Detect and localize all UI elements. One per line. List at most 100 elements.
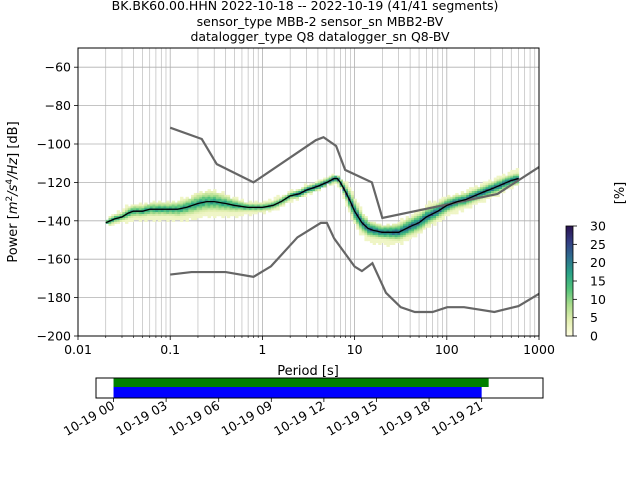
psd-density-cell	[166, 219, 170, 222]
psd-density-cell	[147, 210, 151, 213]
psd-density-cell	[226, 198, 231, 201]
psd-density-cell	[177, 200, 181, 203]
psd-density-cell	[336, 185, 341, 188]
psd-density-cell	[364, 217, 368, 221]
psd-density-cell	[353, 219, 357, 222]
psd-density-cell	[281, 202, 286, 205]
psd-density-cell	[400, 217, 404, 221]
psd-density-cell	[452, 196, 456, 199]
psd-density-cell	[405, 237, 410, 240]
psd-density-cell	[213, 204, 217, 207]
psd-density-cell	[411, 233, 415, 236]
psd-density-cell	[507, 187, 511, 190]
psd-density-cell	[411, 214, 415, 217]
psd-density-cell	[251, 204, 255, 207]
psd-density-cell	[246, 208, 250, 211]
psd-density-cell	[158, 212, 162, 215]
psd-density-cell	[152, 204, 156, 207]
psd-density-cell	[185, 219, 189, 222]
psd-density-cell	[213, 202, 217, 205]
psd-density-cell	[163, 217, 167, 221]
psd-density-cell	[262, 210, 266, 213]
psd-density-cell	[331, 181, 335, 184]
psd-density-cell	[513, 171, 517, 174]
psd-density-cell	[430, 208, 434, 211]
psd-density-cell	[133, 216, 137, 219]
psd-density-cell	[174, 217, 178, 221]
psd-density-cell	[342, 183, 346, 186]
psd-density-cell	[510, 185, 514, 188]
psd-density-cell	[339, 181, 344, 184]
psd-density-cell	[430, 214, 434, 217]
psd-density-cell	[279, 198, 283, 201]
psd-density-cell	[460, 192, 465, 196]
psd-density-cell	[169, 217, 173, 221]
psd-density-cell	[199, 194, 203, 197]
psd-density-cell	[499, 177, 503, 180]
psd-density-cell	[463, 196, 467, 199]
psd-density-cell	[136, 204, 140, 207]
psd-density-cell	[427, 219, 432, 222]
psd-density-cell	[196, 192, 200, 196]
psd-density-cell	[166, 217, 170, 221]
psd-density-cell	[169, 216, 173, 219]
y-tick-label: −100	[37, 137, 71, 152]
psd-density-cell	[400, 223, 404, 226]
psd-density-cell	[158, 204, 162, 207]
psd-density-cell	[246, 204, 250, 207]
psd-density-cell	[345, 200, 349, 203]
psd-density-cell	[215, 210, 220, 213]
psd-density-cell	[287, 200, 291, 203]
psd-density-cell	[444, 196, 448, 199]
psd-density-cell	[177, 217, 181, 221]
psd-density-cell	[215, 196, 220, 199]
psd-density-cell	[199, 200, 203, 203]
psd-density-cell	[138, 206, 143, 209]
psd-density-cell	[447, 212, 451, 215]
psd-density-cell	[290, 189, 294, 192]
psd-density-cell	[364, 237, 368, 240]
psd-density-cell	[361, 231, 366, 234]
psd-density-cell	[364, 231, 368, 234]
psd-density-cell	[323, 179, 327, 182]
psd-density-cell	[243, 204, 247, 207]
psd-density-cell	[422, 210, 426, 213]
plot-frame	[77, 47, 540, 337]
psd-density-cell	[419, 217, 423, 221]
psd-density-cell	[221, 210, 225, 213]
psd-density-cell	[218, 214, 222, 217]
psd-density-cell	[502, 187, 506, 190]
psd-density-cell	[502, 179, 506, 182]
psd-density-cell	[191, 210, 195, 213]
psd-density-cell	[257, 204, 261, 207]
psd-density-cell	[158, 216, 162, 219]
psd-density-cell	[386, 244, 390, 247]
psd-density-cell	[127, 214, 132, 217]
psd-density-cell	[389, 235, 393, 238]
psd-density-cell	[447, 200, 451, 203]
psd-density-cell	[367, 221, 371, 224]
psd-density-cell	[336, 175, 341, 178]
psd-density-cell	[323, 185, 327, 188]
psd-density-cell	[433, 202, 437, 205]
psd-density-cell	[372, 242, 377, 245]
psd-density-cell	[460, 210, 465, 213]
psd-density-cell	[400, 227, 404, 230]
psd-density-cell	[298, 189, 302, 192]
psd-density-cell	[182, 210, 187, 213]
psd-density-cell	[510, 171, 514, 174]
psd-density-cell	[213, 214, 217, 217]
psd-density-cell	[369, 223, 374, 226]
psd-density-cell	[141, 204, 145, 207]
psd-density-cell	[358, 227, 363, 230]
psd-density-cell	[193, 198, 198, 201]
psd-density-cell	[400, 235, 404, 238]
psd-density-cell	[477, 191, 481, 194]
psd-density-cell	[218, 204, 222, 207]
psd-density-cell	[474, 185, 478, 188]
psd-density-cell	[155, 214, 159, 217]
psd-density-cell	[380, 229, 385, 232]
psd-density-cell	[424, 204, 429, 207]
psd-density-cell	[413, 227, 418, 230]
psd-density-cell	[367, 223, 371, 226]
